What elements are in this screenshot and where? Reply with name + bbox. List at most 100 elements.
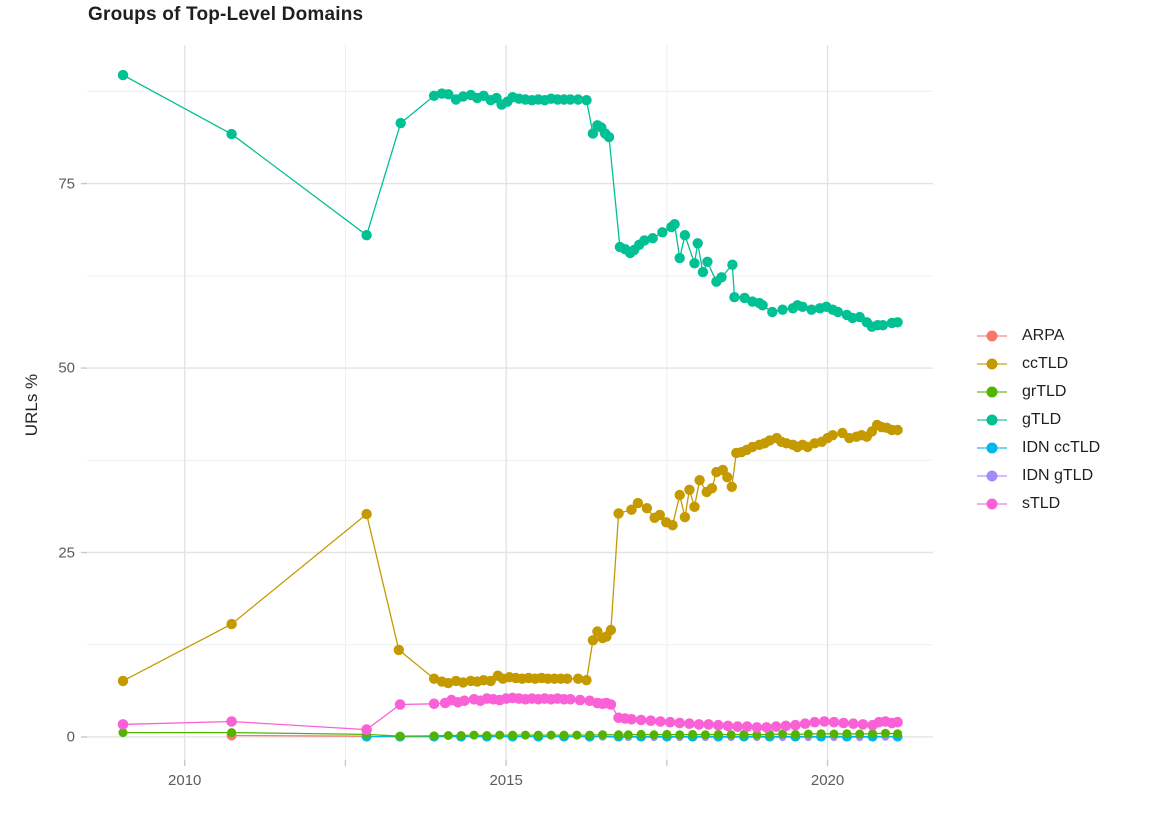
data-point-grtld <box>623 730 633 740</box>
legend-point-icon <box>986 386 998 398</box>
data-point-stld <box>684 718 695 729</box>
data-point-stld <box>809 716 820 728</box>
data-point-grtld <box>469 730 479 740</box>
legend-item-grtld: grTLD <box>976 378 1100 406</box>
legend-label: ARPA <box>1022 327 1065 344</box>
data-point-stld <box>226 716 237 727</box>
data-point-stld <box>635 714 647 726</box>
data-point-stld <box>713 719 724 731</box>
series-stld <box>117 692 903 735</box>
data-point-gtld <box>679 230 691 241</box>
data-point-stld <box>361 724 372 735</box>
data-point-cctld <box>726 481 737 492</box>
data-point-gtld <box>674 252 685 264</box>
data-point-grtld <box>598 730 608 740</box>
data-point-stld <box>703 719 714 730</box>
data-point-grtld <box>572 730 582 740</box>
data-point-stld <box>770 721 782 732</box>
data-point-cctld <box>632 497 644 509</box>
data-point-cctld <box>562 673 573 684</box>
data-point-grtld <box>739 729 749 739</box>
data-point-grtld <box>585 730 595 740</box>
data-point-cctld <box>393 644 404 656</box>
data-point-grtld <box>395 731 405 741</box>
data-point-stld <box>626 714 637 725</box>
legend-key-icon <box>977 386 1007 398</box>
data-point-stld <box>780 720 792 732</box>
data-point-grtld <box>855 729 865 739</box>
legend-label: grTLD <box>1022 383 1067 400</box>
data-point-grtld <box>880 728 890 738</box>
data-point-stld <box>117 719 129 730</box>
legend-key-icon <box>977 414 1007 426</box>
data-point-grtld <box>726 730 736 740</box>
data-point-stld <box>664 716 676 728</box>
data-point-cctld <box>613 508 624 519</box>
series-grtld <box>118 728 903 741</box>
data-point-gtld <box>657 227 668 238</box>
legend-key-icon <box>977 442 1007 454</box>
data-point-grtld <box>893 729 903 739</box>
data-point-grtld <box>520 730 530 740</box>
data-point-grtld <box>688 729 698 739</box>
data-point-grtld <box>495 730 505 740</box>
data-point-gtld <box>581 95 592 106</box>
y-tick-label-50: 50 <box>58 359 75 377</box>
legend-key-icon <box>977 498 1007 510</box>
data-point-grtld <box>456 731 466 740</box>
data-point-grtld <box>533 730 543 740</box>
series-gtld <box>117 69 903 332</box>
chart-title: Groups of Top-Level Domains <box>88 4 364 25</box>
data-point-cctld <box>572 673 584 684</box>
data-point-grtld <box>790 729 800 739</box>
data-point-grtld <box>842 729 852 739</box>
data-point-grtld <box>662 729 672 739</box>
data-point-gtld <box>806 304 817 315</box>
data-point-gtld <box>877 320 889 331</box>
data-point-grtld <box>546 730 556 740</box>
data-point-grtld <box>649 730 659 740</box>
x-tick-label-2015: 2015 <box>489 772 523 789</box>
data-point-stld <box>790 719 801 731</box>
legend-point-icon <box>986 358 998 370</box>
data-point-grtld <box>868 729 878 739</box>
data-point-gtld <box>716 272 727 283</box>
data-point-grtld <box>700 730 710 740</box>
data-point-cctld <box>428 673 440 684</box>
data-point-gtld <box>777 304 788 315</box>
data-point-grtld <box>803 729 813 739</box>
data-point-stld <box>828 716 840 728</box>
legend-key-icon <box>977 358 1007 370</box>
data-point-grtld <box>227 728 237 738</box>
legend-item-idn-cctld: IDN ccTLD <box>976 434 1100 462</box>
legend-point-icon <box>986 470 998 482</box>
data-point-gtld <box>767 306 778 318</box>
data-point-stld <box>674 717 685 729</box>
data-point-gtld <box>572 94 584 105</box>
data-point-gtld <box>361 230 372 241</box>
data-point-gtld <box>702 256 713 267</box>
legend-point-icon <box>986 498 998 510</box>
data-point-grtld <box>713 729 723 739</box>
x-tick-label-2010: 2010 <box>168 772 202 789</box>
data-point-gtld <box>727 259 738 270</box>
data-point-cctld <box>722 472 733 483</box>
data-point-gtld <box>797 301 808 312</box>
data-point-stld <box>394 699 406 710</box>
data-point-cctld <box>605 624 617 636</box>
data-point-stld <box>857 719 869 730</box>
legend-item-stld: sTLD <box>976 490 1100 518</box>
data-point-stld <box>848 718 859 729</box>
data-point-gtld <box>832 306 844 318</box>
data-point-gtld <box>395 117 406 129</box>
data-point-cctld <box>689 501 700 512</box>
data-point-grtld <box>482 731 492 740</box>
data-point-cctld <box>827 430 838 441</box>
data-point-cctld <box>457 677 469 688</box>
data-point-cctld <box>694 475 705 486</box>
legend-key-icon <box>977 330 1007 342</box>
data-point-cctld <box>117 675 129 687</box>
data-point-cctld <box>654 509 665 521</box>
y-axis-title: URLs % <box>22 373 41 437</box>
